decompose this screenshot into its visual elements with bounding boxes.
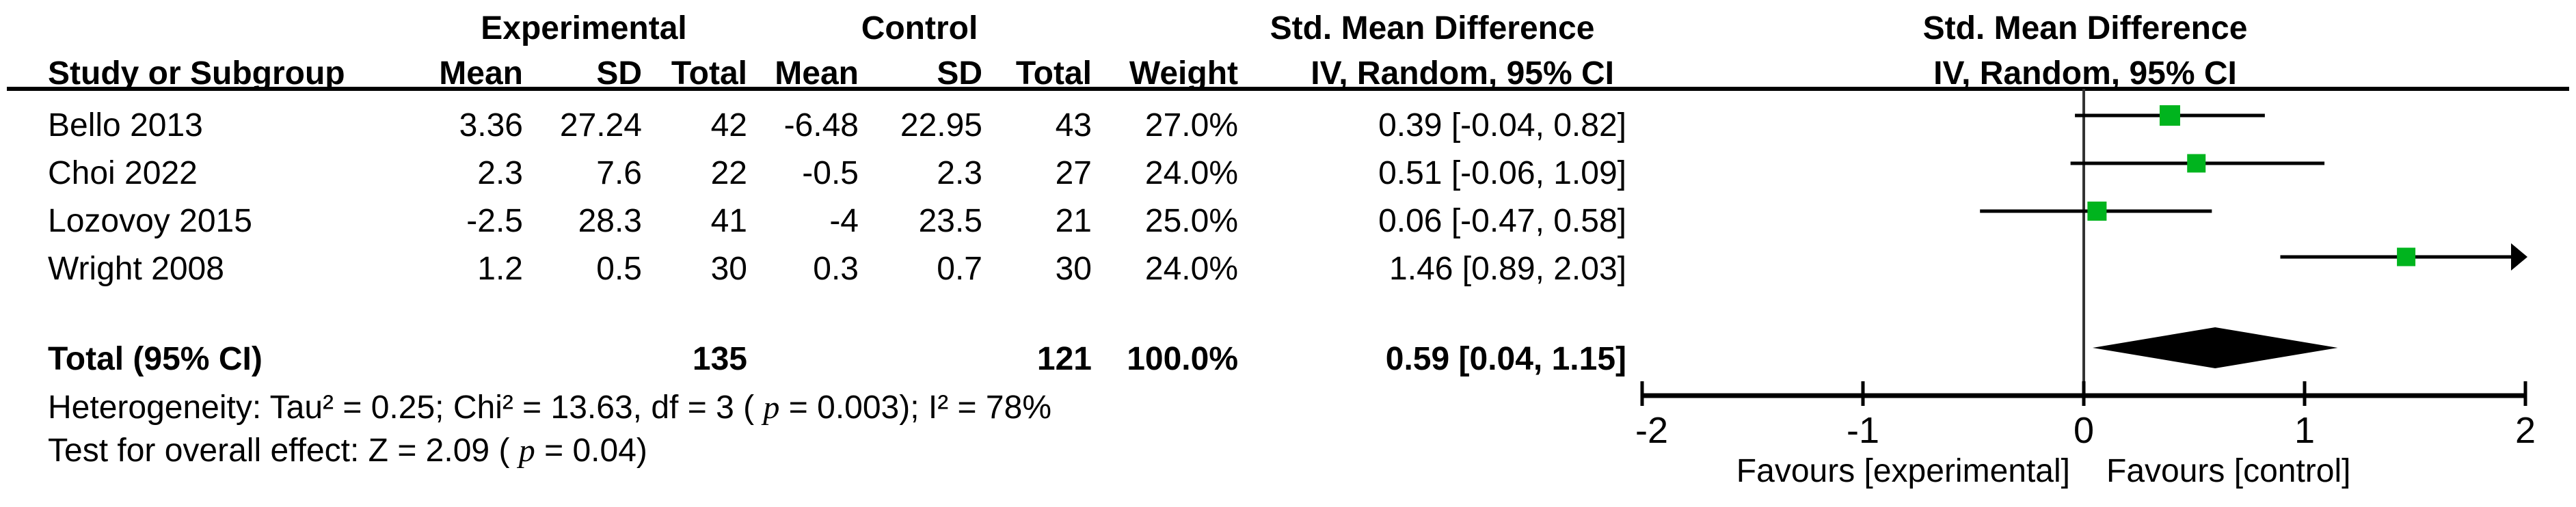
smd-ci: 1.46 [0.89, 2.03]	[1389, 251, 1626, 287]
ctrl-total: 27	[1055, 155, 1092, 191]
weight: 27.0%	[1144, 107, 1238, 143]
ctrl-mean: -6.48	[783, 107, 859, 143]
x-tick-label-0: 0	[2074, 410, 2094, 451]
x-tick-label--2: -2	[1635, 410, 1668, 451]
total-ctrl-sd-empty	[859, 335, 982, 383]
total-ctrl-total: 121	[1036, 341, 1092, 377]
favours-right-label: Favours [control]	[2106, 453, 2350, 489]
col-header-study: Study or Subgroup	[48, 55, 345, 92]
total-row: Total (95% CI) 135 121 100.0% 0.59 [0.04…	[48, 335, 1626, 383]
table-row: Bello 2013 3.36 27.24 42 -6.48 22.95 43 …	[48, 102, 1626, 150]
smd-ci: 0.06 [-0.47, 0.58]	[1378, 203, 1626, 239]
favours-left-label: Favours [experimental]	[1736, 453, 2070, 489]
exp-sd: 27.24	[559, 107, 642, 143]
col-header-ctrl-mean: Mean	[775, 55, 859, 92]
forest-plot: -2 -1 0 1 2 Favours [experimental] Favours [co…	[1635, 89, 2536, 489]
study-name: Lozovoy 2015	[48, 203, 252, 239]
x-tick-label-2: 2	[2515, 410, 2536, 451]
ctrl-mean: -4	[829, 203, 859, 239]
exp-total: 42	[710, 107, 747, 143]
plot-method-header: IV, Random, 95% CI	[1933, 55, 2237, 92]
point-estimate-1	[2187, 154, 2206, 173]
overall-effect-note: Test for overall effect: Z = 2.09 ( p = …	[48, 430, 647, 471]
ctrl-total: 21	[1055, 203, 1092, 239]
weight: 24.0%	[1144, 155, 1238, 191]
ctrl-sd: 0.7	[937, 251, 982, 287]
ctrl-mean: -0.5	[802, 155, 859, 191]
exp-mean: -2.5	[466, 203, 523, 239]
group-header-smd-plot: Std. Mean Difference	[1922, 10, 2248, 46]
total-smd-ci: 0.59 [0.04, 1.15]	[1385, 341, 1626, 377]
total-exp-total: 135	[692, 341, 747, 377]
exp-mean: 2.3	[477, 155, 523, 191]
group-header-experimental: Experimental	[481, 10, 687, 46]
heterogeneity-text-pre: Heterogeneity: Tau² = 0.25; Chi² = 13.63…	[48, 389, 764, 426]
heterogeneity-text-post: = 0.003); I² = 78%	[779, 389, 1051, 426]
total-ctrl-mean-empty	[747, 335, 859, 383]
col-header-method: IV, Random, 95% CI	[1311, 55, 1614, 92]
pooled-diamond	[2092, 327, 2338, 368]
exp-sd: 0.5	[596, 251, 642, 287]
total-weight: 100.0%	[1127, 341, 1238, 377]
group-header-control: Control	[861, 10, 978, 46]
x-tick-label-1: 1	[2294, 410, 2315, 451]
ctrl-total: 43	[1055, 107, 1092, 143]
col-header-exp-mean: Mean	[439, 55, 523, 92]
exp-mean: 1.2	[477, 251, 523, 287]
total-exp-sd-empty	[523, 335, 642, 383]
ctrl-total: 30	[1055, 251, 1092, 287]
study-name: Wright 2008	[48, 251, 224, 287]
table-row: Choi 2022 2.3 7.6 22 -0.5 2.3 27 24.0% 0…	[48, 150, 1626, 197]
study-name: Bello 2013	[48, 107, 203, 143]
exp-sd: 7.6	[596, 155, 642, 191]
exp-total: 22	[710, 155, 747, 191]
table-row: Lozovoy 2015 -2.5 28.3 41 -4 23.5 21 25.…	[48, 197, 1626, 245]
point-estimate-2	[2087, 202, 2107, 221]
smd-ci: 0.39 [-0.04, 0.82]	[1378, 107, 1626, 143]
table-row: Wright 2008 1.2 0.5 30 0.3 0.7 30 24.0% …	[48, 245, 1626, 293]
ctrl-sd: 2.3	[937, 155, 982, 191]
total-exp-mean-empty	[420, 335, 523, 383]
overall-text-post: = 0.04)	[535, 433, 647, 469]
col-header-ctrl-sd: SD	[937, 55, 982, 92]
total-label: Total (95% CI)	[48, 341, 263, 377]
ctrl-sd: 22.95	[900, 107, 982, 143]
ctrl-mean: 0.3	[813, 251, 859, 287]
col-header-ctrl-total: Total	[1015, 55, 1092, 92]
exp-total: 30	[710, 251, 747, 287]
exp-mean: 3.36	[459, 107, 523, 143]
col-header-exp-total: Total	[671, 55, 747, 92]
ci-arrow-right-3	[2511, 243, 2527, 271]
overall-text-pre: Test for overall effect: Z = 2.09 (	[48, 433, 519, 469]
col-header-exp-sd: SD	[596, 55, 642, 92]
point-estimate-3	[2397, 247, 2416, 266]
x-tick-label--1: -1	[1847, 410, 1879, 451]
group-header-smd-table: Std. Mean Difference	[1270, 10, 1595, 46]
header-rule	[7, 87, 2569, 91]
weight: 24.0%	[1144, 251, 1238, 287]
exp-sd: 28.3	[578, 203, 642, 239]
smd-ci: 0.51 [-0.06, 1.09]	[1378, 155, 1626, 191]
overall-p-symbol: p	[518, 433, 535, 469]
weight: 25.0%	[1144, 203, 1238, 239]
point-estimate-0	[2159, 105, 2180, 126]
col-header-weight: Weight	[1129, 55, 1238, 92]
exp-total: 41	[710, 203, 747, 239]
heterogeneity-p-symbol: p	[763, 389, 780, 426]
heterogeneity-note: Heterogeneity: Tau² = 0.25; Chi² = 13.63…	[48, 387, 1051, 428]
column-header-row: Study or Subgroup Mean SD Total Mean SD …	[48, 53, 1626, 94]
study-name: Choi 2022	[48, 155, 198, 191]
ctrl-sd: 23.5	[918, 203, 982, 239]
